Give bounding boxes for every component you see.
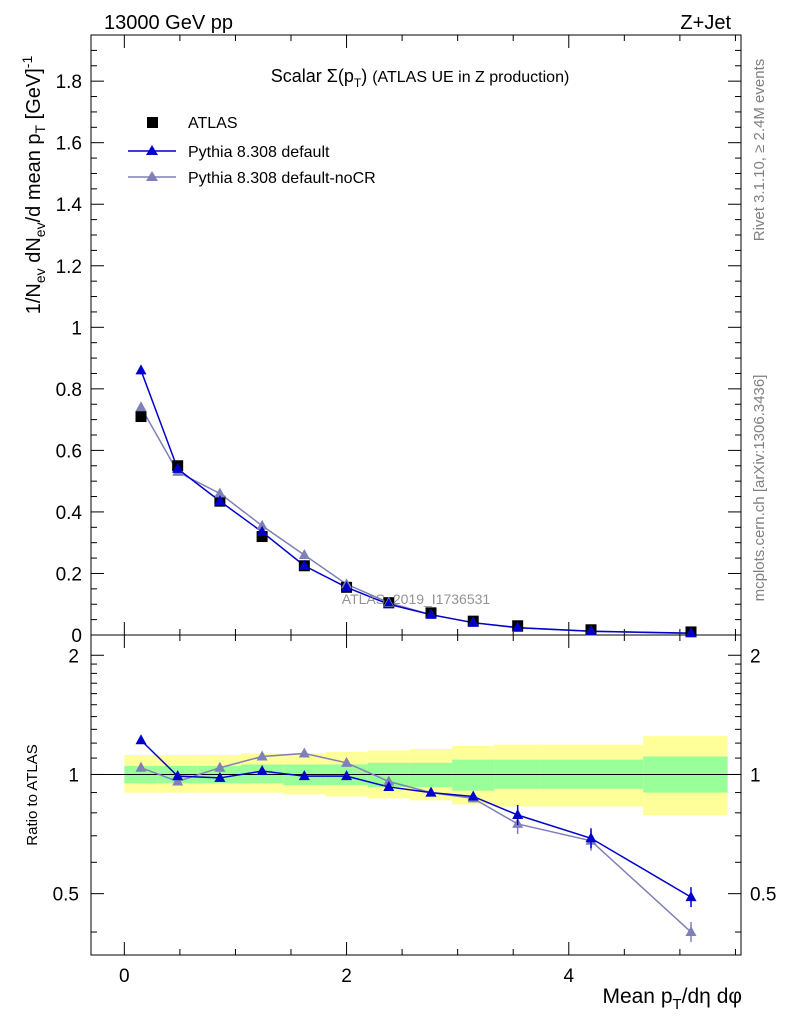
main-y-axis-title: 1/Nev dNev/d mean pT [GeV]-1 [19,56,48,315]
ratio-default-point [585,832,597,843]
ratio-default-point [214,771,226,782]
ratio-y-tick-label-right: 1 [750,765,761,786]
ratio-nocr-line [140,752,692,933]
main-y-tick-label: 0.6 [56,441,82,462]
default-point [467,616,479,627]
x-tick-label: 0 [119,966,130,987]
process-label: Z+Jet [680,12,731,34]
nocr-point [135,401,147,412]
ratio-panel-frame [90,634,742,956]
ratio-series [135,734,697,943]
ratio-default-point [685,891,697,902]
main-y-tick-label: 0.2 [56,564,82,585]
analysis-watermark: ATLAS_2019_I1736531 [342,591,491,607]
rivet-info: Rivet 3.1.10, ≥ 2.4M events [751,59,768,242]
legend-nocr-label: Pythia 8.308 default-noCR [188,170,376,187]
main-y-tick-label: 1.8 [56,72,82,93]
ratio-y-tick-label-right: 0.5 [750,885,776,906]
legend-atlas-label: ATLAS [188,115,238,132]
atlas-data-point [256,531,268,543]
ratio-default-point [512,808,524,819]
ratio-default-point [256,765,268,776]
ratio-default-line [140,739,692,898]
x-tick-label: 4 [563,966,574,987]
ratio-nocr-point [383,775,395,786]
plot-title: Scalar Σ(pT) (ATLAS UE in Z production) [271,66,570,90]
main-y-tick-label: 0.8 [56,380,82,401]
main-y-tick-label: 1.4 [56,195,83,216]
ratio-y-tick-label-right: 2 [750,646,761,667]
ratio-default-point [298,770,310,781]
ratio-nocr-point [341,756,353,767]
ratio-y-axis-label: Ratio to ATLAS [24,744,41,845]
nocr-point [298,549,310,559]
legend-default-label: Pythia 8.308 default [188,144,330,161]
main-y-tick-label: 1.6 [56,134,82,155]
legend: ATLAS Pythia 8.308 default Pythia 8.308 … [128,115,376,187]
main-y-tick-label: 0 [71,626,82,647]
nocr-point [256,519,268,530]
main-y-tick-label: 1 [71,318,82,339]
energy-label: 13000 GeV pp [104,12,233,34]
ratio-nocr-point [685,926,697,937]
main-axes: 0 0.2 0.4 0.6 0.8 1 1.2 1.4 1.6 1.8 [56,35,741,647]
ratio-nocr-point [214,761,226,772]
default-point [341,581,353,592]
svg-text:1/Nev dNev/d mean pT [GeV]-1: 1/Nev dNev/d mean pT [GeV]-1 [19,56,48,315]
legend-nocr-marker [146,171,158,181]
x-tick-label: 2 [341,966,352,987]
default-point [685,627,697,638]
ratio-y-tick-label: 1 [68,765,79,786]
ratio-default-point [383,780,395,791]
ratio-default-point [135,734,147,745]
ratio-default-point [425,786,437,797]
default-point [256,525,268,536]
main-y-tick-label: 1.2 [56,257,82,278]
main-series [135,364,697,638]
mcplots-info: mcplots.cern.ch [arXiv:1306.3436] [751,375,768,602]
ratio-nocr-point [135,761,147,772]
nocr-point [214,487,226,498]
default-point [425,608,437,619]
ratio-y-axis-title: Ratio to ATLAS [24,744,41,845]
legend-atlas-marker [147,117,158,128]
svg-text:Mean pT/dη dφ: Mean pT/dη dφ [602,985,742,1013]
ratio-default-point [467,790,479,801]
default-point [135,364,147,375]
ratio-y-tick-label: 0.5 [53,885,79,906]
default-point [172,462,184,473]
ratio-nocr-point [298,747,310,758]
ratio-nocr-point [256,750,268,761]
svg-text:Scalar Σ(pT) (ATLAS UE in Z pr: Scalar Σ(pT) (ATLAS UE in Z production) [271,66,570,90]
default-point [383,598,395,609]
default-point [214,495,226,506]
ratio-y-tick-label: 2 [68,646,79,667]
uncertainty-bands [91,736,741,815]
default-point [585,625,597,636]
ratio-default-point [341,770,353,781]
default-point [512,621,524,632]
x-axis-title: Mean pT/dη dφ [602,985,742,1013]
default-line [140,370,692,634]
ratio-nocr-point [172,775,184,786]
ratio-axes: 0.5 0.5 1 1 2 2 0 2 4 [53,635,776,987]
legend-default-marker [146,145,158,155]
main-y-tick-label: 0.4 [56,503,83,524]
inner-band-bin [452,759,495,791]
atlas-data-point [135,411,147,423]
ratio-default-point [172,770,184,781]
default-point [298,559,310,570]
